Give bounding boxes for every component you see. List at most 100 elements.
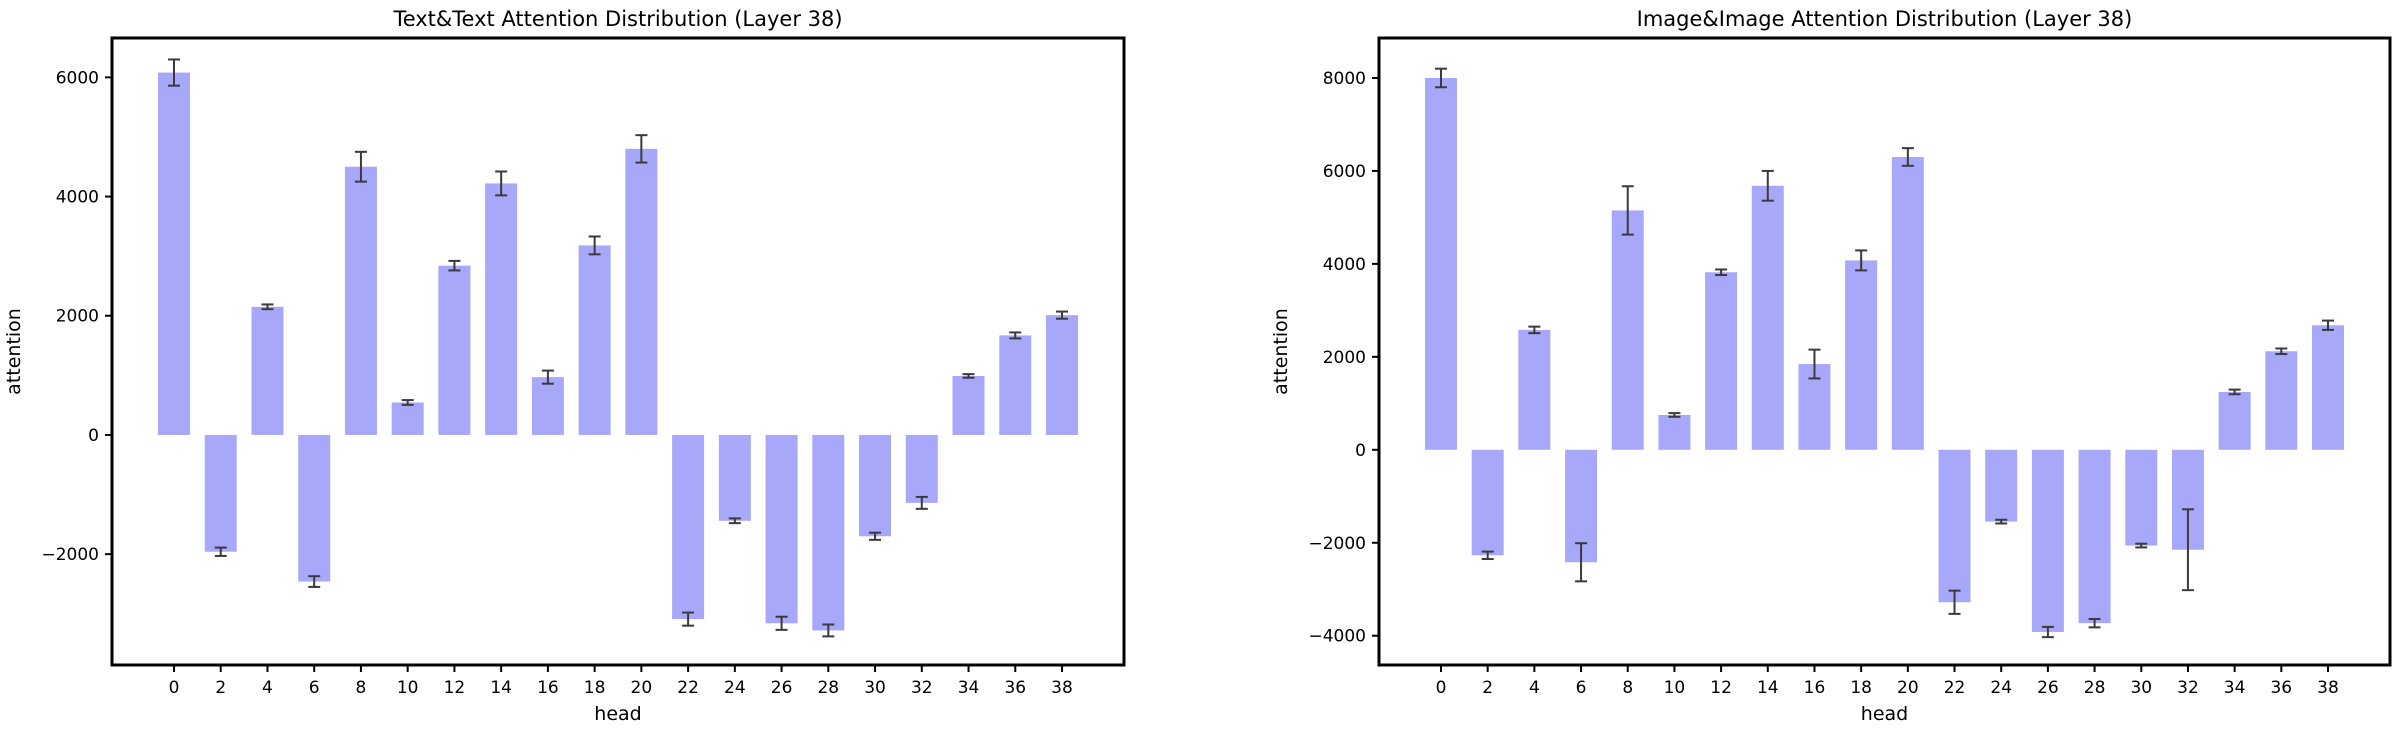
bar bbox=[1471, 449, 1504, 556]
bar bbox=[204, 434, 237, 552]
x-tick-label: 0 bbox=[1436, 678, 1447, 698]
bar bbox=[1658, 414, 1691, 450]
x-tick-label: 16 bbox=[537, 678, 559, 698]
x-tick-label: 20 bbox=[1897, 678, 1919, 698]
x-tick-label: 10 bbox=[1664, 678, 1686, 698]
bar bbox=[2312, 325, 2344, 450]
y-tick-label: 6000 bbox=[56, 68, 99, 88]
x-tick-label: 32 bbox=[911, 678, 933, 698]
bar bbox=[531, 377, 564, 435]
x-tick-label: 0 bbox=[169, 678, 180, 698]
x-tick-label: 26 bbox=[771, 678, 793, 698]
chart-image-image: Image&Image Attention Distribution (Laye… bbox=[1201, 0, 2402, 734]
bar bbox=[1985, 449, 2018, 522]
x-tick-label: 24 bbox=[1990, 678, 2012, 698]
x-tick-label: 12 bbox=[1710, 678, 1732, 698]
x-tick-label: 10 bbox=[397, 678, 419, 698]
image-image-attention-chart: Image&Image Attention Distribution (Laye… bbox=[1270, 7, 2392, 725]
bar bbox=[1845, 260, 1878, 450]
x-tick-label: 28 bbox=[817, 678, 839, 698]
bar bbox=[344, 166, 377, 435]
y-tick-label: −2000 bbox=[1308, 534, 1366, 554]
x-tick-label: 32 bbox=[2177, 678, 2199, 698]
x-tick-label: 30 bbox=[2130, 678, 2152, 698]
x-tick-label: 20 bbox=[631, 678, 653, 698]
bar bbox=[1518, 329, 1551, 450]
y-tick-label: 8000 bbox=[1323, 69, 1366, 89]
bar bbox=[812, 434, 845, 631]
y-tick-label: 4000 bbox=[56, 188, 99, 208]
x-tick-label: 34 bbox=[2224, 678, 2246, 698]
x-tick-label: 4 bbox=[262, 678, 273, 698]
y-tick-label: 6000 bbox=[1323, 162, 1366, 182]
x-tick-label: 14 bbox=[1757, 678, 1779, 698]
y-axis-label: attention bbox=[1270, 308, 1292, 395]
y-tick-label: 2000 bbox=[56, 307, 99, 327]
plot-border bbox=[110, 36, 1126, 667]
bar bbox=[1751, 185, 1784, 450]
bar bbox=[2265, 351, 2298, 450]
x-tick-label: 36 bbox=[1004, 678, 1026, 698]
chart-title: Text&Text Attention Distribution (Layer … bbox=[392, 7, 842, 31]
bar bbox=[578, 245, 611, 435]
bar bbox=[2218, 391, 2251, 450]
bar bbox=[625, 148, 658, 435]
bar bbox=[1705, 272, 1738, 450]
bar bbox=[2078, 449, 2111, 624]
x-tick-label: 34 bbox=[958, 678, 980, 698]
x-tick-label: 38 bbox=[2317, 678, 2339, 698]
bar bbox=[859, 434, 892, 537]
x-axis-label: head bbox=[594, 703, 641, 725]
x-tick-label: 14 bbox=[490, 678, 512, 698]
x-tick-label: 2 bbox=[215, 678, 226, 698]
x-tick-label: 16 bbox=[1804, 678, 1826, 698]
text-text-attention-chart: Text&Text Attention Distribution (Layer … bbox=[3, 7, 1126, 725]
x-tick-label: 36 bbox=[2270, 678, 2292, 698]
y-axis-label: attention bbox=[3, 308, 25, 395]
x-tick-label: 30 bbox=[864, 678, 886, 698]
bar bbox=[905, 434, 938, 503]
bar bbox=[1938, 449, 1971, 603]
bar bbox=[1891, 156, 1924, 450]
x-tick-label: 8 bbox=[356, 678, 367, 698]
y-tick-label: 0 bbox=[88, 426, 99, 446]
y-tick-label: −2000 bbox=[41, 545, 99, 565]
bar bbox=[438, 265, 471, 435]
bar bbox=[391, 402, 424, 435]
x-tick-label: 12 bbox=[444, 678, 466, 698]
bar bbox=[485, 183, 518, 435]
bar bbox=[672, 434, 705, 620]
bar bbox=[158, 72, 190, 435]
bar bbox=[1425, 77, 1457, 450]
chart-text-text: Text&Text Attention Distribution (Layer … bbox=[3, 7, 1126, 725]
x-tick-label: 38 bbox=[1051, 678, 1073, 698]
x-tick-label: 6 bbox=[1576, 678, 1587, 698]
bar bbox=[2125, 449, 2158, 546]
x-tick-label: 24 bbox=[724, 678, 746, 698]
x-tick-label: 8 bbox=[1622, 678, 1633, 698]
bar bbox=[718, 434, 751, 521]
bar bbox=[2031, 449, 2064, 632]
plot-border bbox=[1377, 36, 2392, 667]
x-tick-label: 18 bbox=[1850, 678, 1872, 698]
bar bbox=[999, 335, 1032, 435]
y-tick-label: −4000 bbox=[1308, 627, 1366, 647]
bar bbox=[1046, 315, 1078, 435]
x-tick-label: 26 bbox=[2037, 678, 2059, 698]
bar bbox=[1611, 210, 1644, 450]
x-tick-label: 28 bbox=[2084, 678, 2106, 698]
x-tick-label: 22 bbox=[1944, 678, 1966, 698]
bar bbox=[298, 434, 331, 582]
x-tick-label: 2 bbox=[1482, 678, 1493, 698]
bar bbox=[251, 306, 284, 435]
y-tick-label: 2000 bbox=[1323, 348, 1366, 368]
x-tick-label: 4 bbox=[1529, 678, 1540, 698]
y-tick-label: 0 bbox=[1355, 441, 1366, 461]
bar bbox=[952, 375, 985, 435]
x-tick-label: 22 bbox=[677, 678, 699, 698]
y-tick-label: 4000 bbox=[1323, 255, 1366, 275]
x-tick-label: 18 bbox=[584, 678, 606, 698]
x-axis-label: head bbox=[1861, 703, 1908, 725]
chart-title: Image&Image Attention Distribution (Laye… bbox=[1637, 7, 2133, 31]
